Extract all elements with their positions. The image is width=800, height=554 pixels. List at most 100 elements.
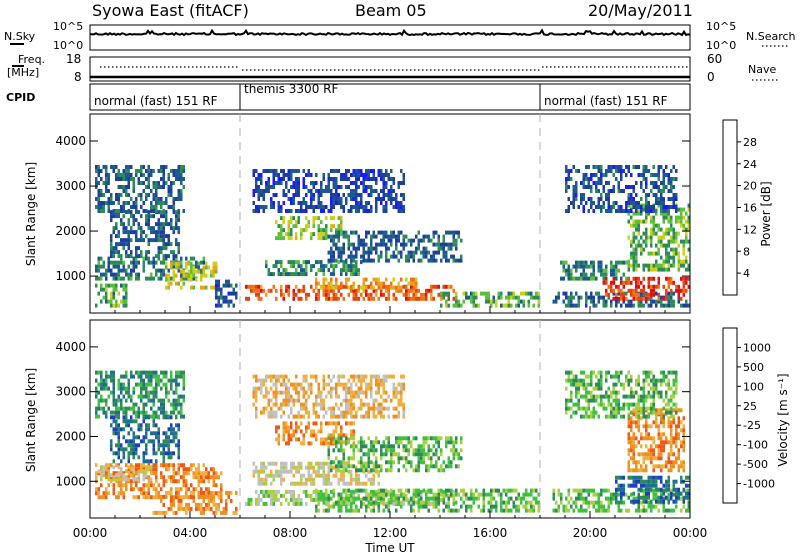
freq-top-tick: 18 — [66, 52, 81, 66]
rti-cell — [117, 209, 120, 213]
rti-cell — [280, 224, 283, 229]
rti-cell — [645, 185, 648, 189]
rti-cell — [252, 473, 255, 478]
rti-cell — [500, 508, 503, 513]
rti-cell — [630, 243, 633, 248]
rti-cell — [580, 197, 583, 201]
rti-cell — [282, 374, 285, 379]
rti-cell — [427, 436, 430, 441]
rti-cell — [345, 173, 348, 177]
rti-cell — [627, 303, 630, 308]
rti-cell — [157, 230, 160, 235]
rti-cell — [317, 508, 320, 513]
rti-cell — [392, 492, 395, 497]
rti-cell — [147, 218, 150, 223]
rti-cell — [495, 488, 498, 493]
rti-cell — [405, 292, 408, 297]
rti-cell — [115, 427, 118, 432]
rti-cell — [442, 468, 445, 473]
rti-cell — [175, 414, 178, 419]
rti-cell — [432, 496, 435, 501]
rti-cell — [592, 295, 595, 300]
rti-cell — [332, 292, 335, 297]
rti-cell — [592, 173, 595, 177]
rti-cell — [160, 230, 163, 235]
rti-cell — [102, 209, 105, 213]
rti-cell — [352, 414, 355, 419]
rti-cell — [422, 246, 425, 251]
rti-cell — [597, 260, 600, 265]
rti-cell — [122, 471, 125, 476]
rti-cell — [177, 402, 180, 407]
rti-cell — [360, 238, 363, 243]
rti-cell — [452, 258, 455, 263]
rti-cell — [360, 285, 363, 290]
rti-cell — [387, 246, 390, 251]
rti-cell — [100, 177, 103, 181]
rti-cell — [135, 234, 138, 239]
rti-cell — [585, 272, 588, 277]
rti-cell — [632, 239, 635, 244]
rti-cell — [145, 410, 148, 415]
rti-cell — [417, 500, 420, 505]
rti-cell — [645, 243, 648, 248]
rti-cell — [372, 189, 375, 193]
rti-cell — [612, 189, 615, 193]
rti-cell — [352, 169, 355, 173]
rti-cell — [220, 291, 223, 296]
rti-cell — [640, 251, 643, 256]
rti-cell — [262, 477, 265, 482]
rti-cell — [322, 264, 325, 269]
rti-cell — [157, 201, 160, 205]
rti-cell — [327, 501, 330, 506]
rti-cell — [162, 431, 165, 436]
rti-cell — [295, 429, 298, 434]
rti-cell — [567, 197, 570, 201]
rti-cell — [277, 232, 280, 237]
rti-cell — [142, 414, 145, 419]
rti-cell — [172, 226, 175, 231]
rti-cell — [577, 303, 580, 308]
rti-cell — [450, 448, 453, 453]
rti-cell — [670, 235, 673, 240]
rti-cell — [105, 374, 108, 379]
rti-cell — [210, 506, 213, 511]
rti-cell — [455, 452, 458, 457]
rti-cell — [675, 219, 678, 224]
rti-cell — [640, 243, 643, 248]
rti-cell — [377, 258, 380, 263]
rti-cell — [187, 487, 190, 492]
rti-cell — [352, 456, 355, 461]
rti-cell — [137, 406, 140, 411]
rti-cell — [150, 406, 153, 411]
rti-cell — [340, 258, 343, 263]
rti-cell — [110, 439, 113, 444]
rti-cell — [442, 460, 445, 465]
rti-cell — [190, 506, 193, 511]
rti-cell — [155, 510, 158, 515]
rti-cell — [615, 165, 618, 169]
rti-cell — [147, 374, 150, 379]
rti-cell — [575, 189, 578, 193]
rti-cell — [665, 209, 668, 213]
rti-cell — [387, 500, 390, 505]
rti-cell — [205, 502, 208, 507]
rti-cell — [102, 410, 105, 415]
rti-cell — [120, 256, 123, 261]
rti-cell — [410, 284, 413, 289]
rti-cell — [375, 281, 378, 286]
rti-cell — [305, 429, 308, 434]
rti-cell — [172, 479, 175, 484]
rti-cell — [150, 378, 153, 383]
rti-cell — [415, 246, 418, 251]
rti-cell — [647, 303, 650, 308]
rti-cell — [422, 250, 425, 255]
rti-cell — [210, 273, 213, 278]
rti-cell — [402, 492, 405, 497]
rti-cell — [395, 193, 398, 197]
rti-cell — [335, 456, 338, 461]
rti-cell — [305, 201, 308, 205]
rti-cell — [172, 269, 175, 274]
rti-cell — [102, 165, 105, 169]
rti-cell — [340, 205, 343, 209]
